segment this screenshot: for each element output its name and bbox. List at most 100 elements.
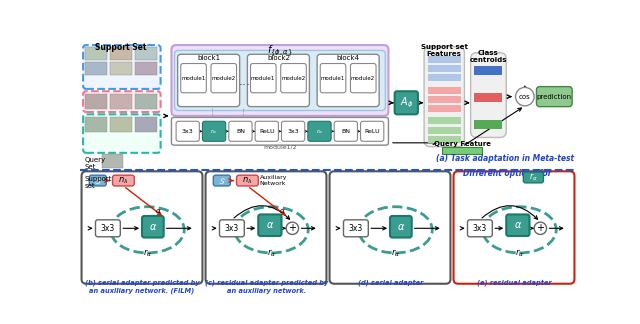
FancyBboxPatch shape — [248, 54, 309, 107]
Text: $r_\alpha$: $r_\alpha$ — [143, 247, 152, 259]
Text: $\alpha$: $\alpha$ — [148, 222, 157, 232]
Bar — [85, 47, 107, 61]
Text: 3x3: 3x3 — [182, 129, 194, 134]
Text: $\alpha$: $\alpha$ — [266, 220, 274, 230]
Bar — [135, 62, 157, 75]
Bar — [428, 127, 461, 133]
Text: module1: module1 — [181, 75, 205, 81]
FancyBboxPatch shape — [178, 54, 239, 107]
Text: $r_\alpha$: $r_\alpha$ — [529, 172, 538, 183]
Text: Auxiliary
Network: Auxiliary Network — [260, 175, 287, 186]
FancyBboxPatch shape — [213, 175, 230, 186]
FancyBboxPatch shape — [180, 64, 206, 93]
Text: $f_{\{\phi,\alpha\}}$: $f_{\{\phi,\alpha\}}$ — [267, 43, 293, 59]
Bar — [428, 56, 461, 63]
Bar — [442, 147, 482, 154]
FancyBboxPatch shape — [317, 54, 379, 107]
Bar — [110, 117, 132, 132]
FancyBboxPatch shape — [320, 64, 346, 93]
Text: (e) residual adapter: (e) residual adapter — [477, 280, 552, 286]
FancyBboxPatch shape — [220, 220, 244, 237]
FancyBboxPatch shape — [470, 53, 506, 137]
Bar — [110, 94, 132, 109]
FancyBboxPatch shape — [454, 171, 575, 284]
Bar — [102, 154, 124, 168]
Bar — [428, 87, 461, 94]
FancyBboxPatch shape — [229, 121, 252, 141]
FancyBboxPatch shape — [506, 214, 529, 236]
Text: $\mathcal{S}$: $\mathcal{S}$ — [218, 176, 226, 186]
Text: module1: module1 — [321, 75, 345, 81]
FancyBboxPatch shape — [467, 220, 492, 237]
Text: prediction: prediction — [537, 94, 572, 100]
Circle shape — [286, 222, 298, 235]
FancyBboxPatch shape — [95, 220, 120, 237]
Text: block1: block1 — [197, 55, 220, 61]
Text: 3x3: 3x3 — [349, 224, 363, 233]
Circle shape — [534, 222, 547, 235]
Text: module1: module1 — [251, 75, 275, 81]
Text: (a) Task adaptation in Meta-test: (a) Task adaptation in Meta-test — [436, 154, 575, 163]
FancyBboxPatch shape — [172, 117, 388, 145]
Bar — [428, 117, 461, 124]
Bar — [135, 47, 157, 61]
Text: $r_\alpha$: $r_\alpha$ — [211, 127, 218, 136]
Text: Support
set: Support set — [84, 176, 112, 189]
FancyBboxPatch shape — [281, 64, 307, 93]
FancyBboxPatch shape — [202, 121, 226, 141]
FancyBboxPatch shape — [344, 220, 368, 237]
FancyBboxPatch shape — [259, 214, 282, 236]
FancyBboxPatch shape — [390, 216, 412, 237]
Bar — [474, 120, 502, 129]
Text: BN: BN — [341, 129, 350, 134]
Text: module2: module2 — [281, 75, 305, 81]
FancyBboxPatch shape — [334, 121, 358, 141]
FancyBboxPatch shape — [351, 64, 376, 93]
Bar — [428, 74, 461, 81]
Text: $r_\alpha$: $r_\alpha$ — [391, 247, 400, 259]
Text: module1/2: module1/2 — [263, 144, 297, 149]
Text: Different options for: Different options for — [463, 169, 551, 178]
Text: $r_\alpha$: $r_\alpha$ — [515, 247, 524, 259]
Bar — [110, 47, 132, 61]
Text: $\alpha$: $\alpha$ — [155, 207, 161, 215]
Text: (c) residual adapter predicted by
an auxiliary network.: (c) residual adapter predicted by an aux… — [205, 280, 328, 294]
Text: block4: block4 — [337, 55, 360, 61]
Bar — [428, 136, 461, 143]
FancyBboxPatch shape — [524, 172, 543, 183]
FancyBboxPatch shape — [308, 121, 331, 141]
Bar — [474, 66, 502, 75]
Text: 3x3: 3x3 — [225, 224, 239, 233]
Text: (b) serial adapter predicted by
an auxiliary network. (FiLM): (b) serial adapter predicted by an auxil… — [84, 280, 200, 294]
Text: ReLU: ReLU — [364, 129, 380, 134]
Bar — [85, 94, 107, 109]
Text: $\alpha$: $\alpha$ — [514, 220, 522, 230]
FancyBboxPatch shape — [142, 216, 164, 237]
FancyBboxPatch shape — [81, 171, 202, 284]
Text: Query
Set: Query Set — [84, 157, 106, 170]
Text: Class
centroids: Class centroids — [470, 50, 507, 63]
Text: $n_\lambda$: $n_\lambda$ — [243, 175, 253, 186]
Text: ...: ... — [239, 75, 251, 88]
Text: $\mathcal{S}$: $\mathcal{S}$ — [94, 176, 102, 186]
Bar — [85, 117, 107, 132]
Text: ReLU: ReLU — [259, 129, 275, 134]
Text: +: + — [536, 223, 545, 233]
Bar — [85, 62, 107, 75]
FancyBboxPatch shape — [330, 171, 451, 284]
FancyBboxPatch shape — [83, 91, 161, 112]
Text: $\alpha$: $\alpha$ — [279, 207, 285, 215]
FancyBboxPatch shape — [176, 121, 199, 141]
Text: module2: module2 — [351, 75, 375, 81]
FancyBboxPatch shape — [83, 45, 161, 89]
FancyBboxPatch shape — [83, 114, 161, 153]
Text: $n_\lambda$: $n_\lambda$ — [118, 175, 129, 186]
FancyBboxPatch shape — [211, 64, 237, 93]
Text: 3x3: 3x3 — [100, 224, 115, 233]
Text: 3x3: 3x3 — [287, 129, 299, 134]
FancyBboxPatch shape — [113, 175, 134, 186]
FancyBboxPatch shape — [255, 121, 278, 141]
Text: Support set
Features: Support set Features — [420, 44, 468, 57]
Bar — [428, 65, 461, 72]
Text: +: + — [289, 223, 296, 233]
